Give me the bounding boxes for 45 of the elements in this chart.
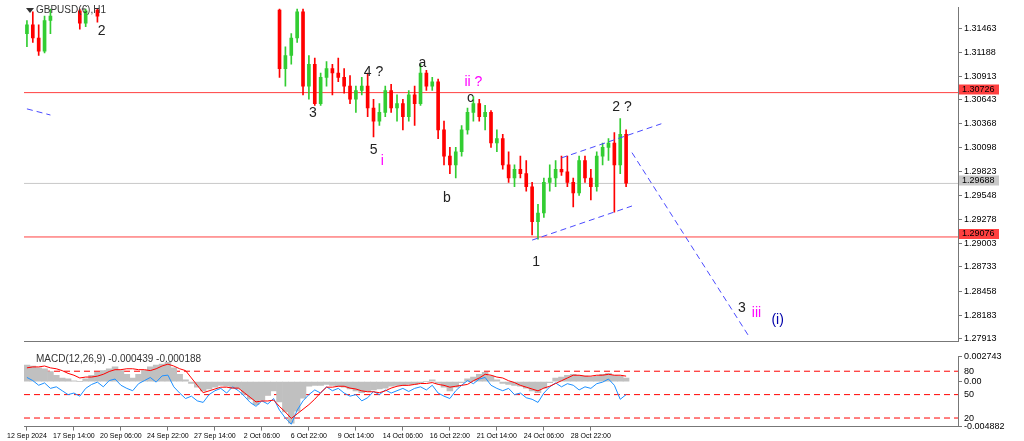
annotation: 3 (309, 104, 318, 121)
annotation: 2 (97, 21, 106, 38)
y-tick-label: 0.00 (964, 376, 982, 387)
annotation: a (418, 54, 427, 71)
y-tick-label: 1.30643 (964, 94, 997, 105)
y-tick-label: 1.31188 (964, 46, 996, 57)
candlestick (536, 203, 540, 240)
candlestick (495, 129, 499, 153)
y-tick-label: 1.30913 (964, 70, 997, 81)
y-tick-label: 1.28733 (964, 261, 997, 272)
chart-title: GBPUSD(€),H1 (36, 4, 107, 15)
y-tick-label: 1.30368 (964, 118, 997, 129)
ref-line-label: 1.30726 (962, 84, 995, 95)
y2-tick-label: 80 (964, 365, 975, 376)
annotation: 3 (737, 299, 746, 316)
y-tick-label: 1.29823 (964, 166, 997, 177)
candlestick (483, 105, 487, 131)
y-tick-label: -0.004882 (964, 421, 1005, 432)
y-tick-label: 1.31463 (964, 22, 997, 33)
y-tick-label: 1.28458 (964, 285, 997, 296)
annotation: c (466, 89, 474, 106)
y2-tick-label: 20 (964, 412, 975, 423)
candlestick (336, 57, 341, 83)
annotation: 1 (532, 252, 541, 269)
ref-line-label: 1.29076 (962, 228, 995, 239)
y-tick-label: 0.002743 (964, 350, 1002, 361)
y-tick-label: 1.29003 (964, 237, 997, 248)
annotation: iii (751, 303, 762, 320)
chart-title: MACD(12,26,9) -0.000439 -0.000188 (36, 353, 202, 364)
y-tick-label: 1.29278 (964, 213, 997, 224)
y2-tick-label: 50 (964, 389, 975, 400)
y-tick-label: 1.30098 (964, 142, 997, 153)
y-tick-label: 1.27913 (964, 333, 997, 344)
y-tick-label: 1.29548 (964, 190, 997, 201)
annotation: 2 ? (612, 97, 632, 114)
y-tick-label: 1.28183 (964, 309, 997, 320)
annotation: (i) (771, 311, 784, 328)
candlestick (547, 164, 552, 192)
annotation: 5 (369, 140, 378, 157)
annotation: b (443, 188, 452, 205)
annotation: i (380, 152, 384, 169)
annotation: 4 ? (363, 63, 384, 79)
ref-line-label: 1.29688 (962, 174, 995, 185)
candlestick (395, 94, 399, 122)
annotation: ii ? (464, 73, 483, 90)
